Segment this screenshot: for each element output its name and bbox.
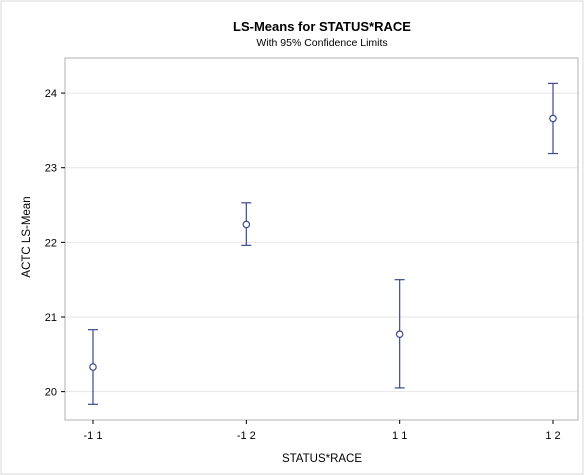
y-tick-label: 23 — [45, 163, 57, 175]
plot-area-frame — [64, 57, 579, 421]
x-axis-label: STATUS*RACE — [282, 453, 362, 465]
x-tick-label: -1 2 — [237, 430, 256, 442]
y-tick-label: 22 — [45, 237, 57, 249]
y-tick-label: 20 — [45, 387, 57, 399]
grid-layer — [65, 92, 578, 393]
chart-subtitle: With 95% Confidence Limits — [256, 37, 387, 49]
y-tick-label: 24 — [45, 88, 57, 100]
x-tick-label: -1 1 — [84, 430, 103, 442]
chart-title: LS-Means for STATUS*RACE — [233, 19, 411, 34]
lsmean-point — [242, 220, 251, 229]
lsmean-point — [549, 114, 557, 123]
ticks-layer: 20 21 22 23 24 -1 1 -1 2 1 1 1 2 — [45, 88, 561, 442]
y-axis-label: ACTC LS-Mean — [21, 196, 33, 277]
marks-layer — [88, 82, 558, 405]
x-tick-label: 1 1 — [392, 430, 407, 442]
y-tick-label: 21 — [45, 312, 57, 324]
lsmean-point — [395, 330, 404, 338]
lsmean-point — [89, 363, 97, 371]
x-tick-label: 1 2 — [545, 430, 560, 442]
